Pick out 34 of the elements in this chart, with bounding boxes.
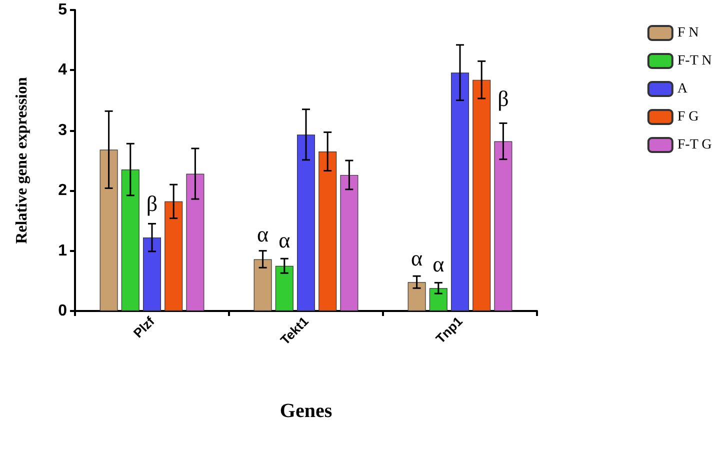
bar: [318, 151, 337, 311]
legend-label: F-T N: [677, 54, 712, 68]
y-tick-label: 0: [58, 302, 68, 320]
bar: [472, 80, 491, 311]
bar: [121, 170, 140, 311]
annotation: α: [432, 251, 445, 276]
annotation: α: [257, 221, 270, 246]
x-axis-title: Genes: [280, 400, 332, 422]
y-tick-label: 5: [58, 2, 68, 18]
bar: [164, 201, 183, 311]
bar: [494, 141, 512, 311]
bar: [429, 288, 448, 311]
annotation: α: [278, 227, 291, 252]
legend-label: F-T G: [677, 138, 712, 152]
bar: [254, 259, 272, 311]
legend-label: F G: [677, 110, 699, 124]
bar: [100, 150, 118, 311]
y-tick-label: 3: [58, 122, 68, 139]
bar: [408, 282, 426, 311]
bar: [143, 238, 161, 311]
annotation: α: [411, 245, 424, 270]
bar: [275, 266, 294, 311]
bar: [297, 134, 315, 311]
y-tick-label: 1: [58, 242, 68, 260]
annotation: β: [498, 86, 509, 111]
y-axis-title: Relative gene expression: [14, 77, 30, 244]
y-tick-label: 4: [58, 62, 68, 79]
legend-label: F N: [677, 26, 699, 40]
bar: [186, 174, 204, 311]
y-tick-label: 2: [58, 182, 68, 200]
legend-label: A: [677, 82, 688, 96]
annotation: β: [146, 191, 158, 216]
bar: [340, 174, 358, 311]
bar: [451, 72, 469, 311]
